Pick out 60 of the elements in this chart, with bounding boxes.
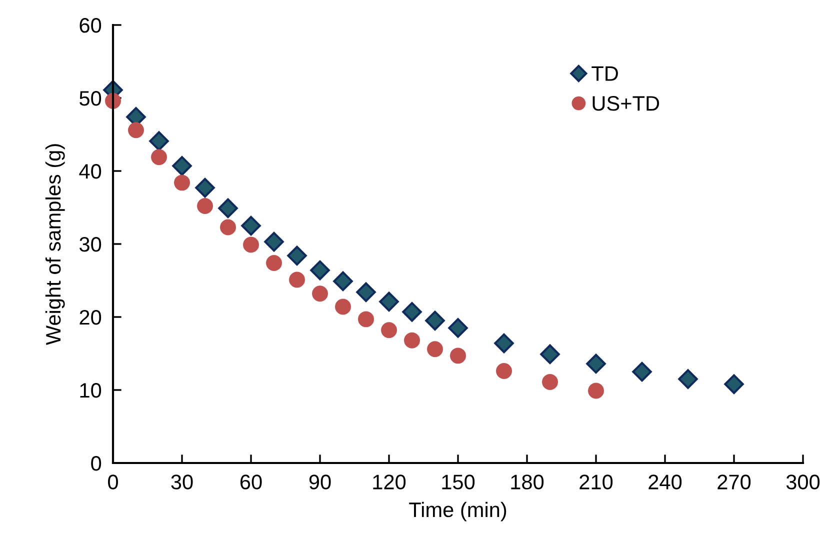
- x-tick-label: 150: [442, 474, 475, 490]
- y-tick-label: 20: [80, 310, 102, 325]
- x-tick-label: 0: [108, 474, 118, 490]
- y-tick-label: 50: [80, 91, 102, 106]
- x-tick-label: 120: [373, 474, 406, 490]
- point: [540, 344, 560, 364]
- point: [264, 232, 284, 252]
- point: [404, 332, 420, 348]
- x-tick-label: 30: [171, 474, 193, 490]
- x-tick-label: 180: [511, 474, 544, 490]
- point: [266, 254, 282, 271]
- point: [356, 282, 376, 302]
- point: [381, 322, 397, 338]
- x-tick-label: 270: [718, 474, 751, 490]
- point: [450, 348, 466, 364]
- point: [678, 369, 698, 389]
- x-tick-label: 90: [309, 474, 331, 490]
- point: [287, 246, 307, 266]
- point: [448, 318, 468, 338]
- legend-label: TD: [592, 66, 618, 81]
- point: [151, 149, 167, 166]
- y-tick-label: 10: [80, 383, 102, 398]
- point: [358, 311, 374, 328]
- point: [402, 302, 422, 322]
- x-tick-label: 300: [786, 474, 820, 490]
- point: [724, 374, 744, 394]
- x-axis-title: Time (min): [409, 502, 506, 522]
- legend-label: US+TD: [592, 96, 660, 111]
- point: [174, 174, 190, 191]
- y-tick-label: 30: [80, 237, 102, 252]
- point: [542, 374, 558, 390]
- x-tick-label: 60: [240, 474, 262, 490]
- point: [312, 286, 328, 302]
- point: [496, 363, 512, 380]
- point: [427, 341, 443, 358]
- point: [310, 260, 330, 280]
- point: [586, 354, 606, 374]
- point: [172, 156, 192, 176]
- y-tick-label: 60: [80, 18, 102, 33]
- point: [494, 333, 514, 354]
- x-tick-label: 210: [580, 474, 613, 490]
- point: [241, 216, 261, 236]
- point: [195, 178, 215, 198]
- point: [379, 292, 399, 312]
- y-tick-label: 0: [91, 456, 102, 471]
- y-tick-label: 40: [79, 164, 102, 179]
- point: [220, 219, 236, 236]
- x-tick-label: 240: [648, 474, 682, 490]
- point: [289, 272, 305, 288]
- y-axis-title: Weight of samples (g): [45, 144, 65, 346]
- point: [149, 131, 169, 151]
- point: [632, 362, 652, 382]
- point: [197, 198, 213, 214]
- point: [335, 298, 351, 315]
- point: [243, 236, 259, 253]
- point: [425, 310, 445, 331]
- point: [128, 122, 144, 138]
- point: [588, 382, 604, 399]
- point: [218, 198, 238, 218]
- point: [333, 271, 353, 292]
